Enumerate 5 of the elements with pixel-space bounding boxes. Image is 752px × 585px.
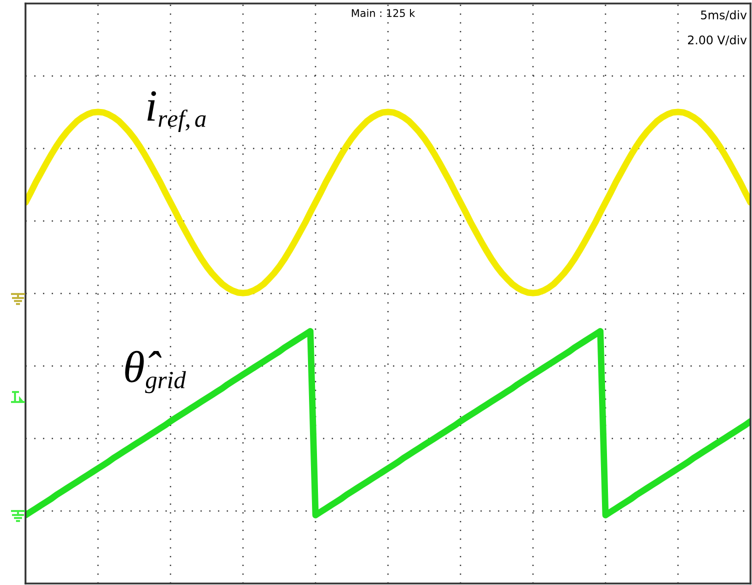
text: Main : 125 k (352, 8, 416, 18)
text: 2.00 V/div (688, 35, 747, 46)
text: 5ms/div (701, 10, 747, 20)
series-label: θ̂$_{grid}$ (125, 350, 186, 394)
series-label: i$_{ref,a}$ (147, 91, 206, 132)
